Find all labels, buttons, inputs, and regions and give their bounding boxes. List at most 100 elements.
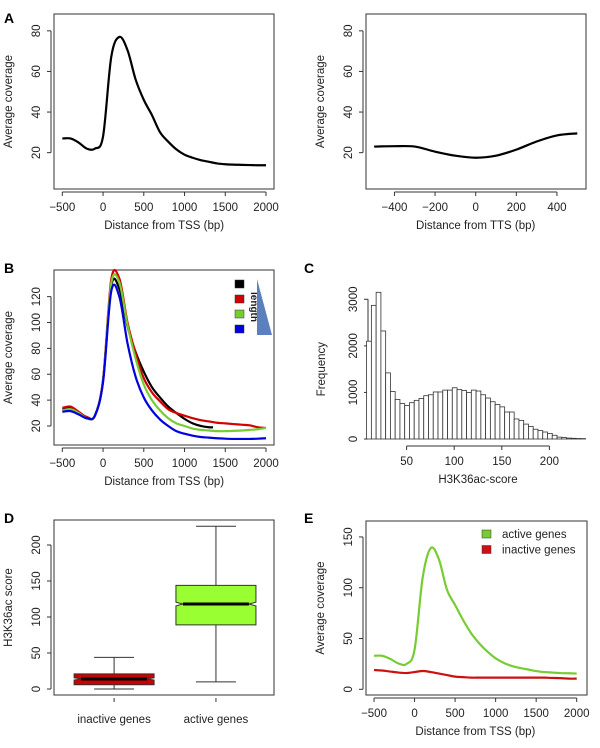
histogram-bar [466,392,472,440]
histogram-bar [375,291,382,440]
y-tick-label: 0 [348,436,360,442]
x-tick-label: 500 [446,708,465,720]
histogram-bar [542,431,548,440]
x-tick-label: −200 [422,202,448,214]
histogram-bar [528,426,534,440]
x-tick-label: 1000 [172,458,198,470]
x-tick-label: 0 [100,458,106,470]
histogram-bar [404,405,410,440]
x-tick-label: 1500 [523,708,549,720]
panel-3: C 0 1000 2000 3000 Frequency 50 100 150 200 H3K36a… [304,260,586,486]
x-tick-label: 100 [445,456,464,468]
x-tick-label: 200 [540,456,559,468]
histogram-bar [537,430,544,440]
x-axis-label: Distance from TTS (bp) [416,220,535,232]
legend-label: length [248,292,259,322]
histogram-bar [556,436,563,440]
histogram-bar [518,419,525,440]
y-tick-label: 80 [31,24,43,37]
histogram-bar [385,372,391,440]
y-tick-label: 80 [31,342,43,355]
legend-swatch [234,324,245,334]
histogram-bar [418,398,425,440]
y-tick-label: 100 [31,313,43,332]
y-tick-label: 40 [31,394,43,407]
series-line-0 [62,35,267,167]
x-tick-label: 2000 [253,202,279,214]
histogram-bar [475,390,482,440]
histogram-bar [547,433,553,440]
plot-frame [53,13,275,190]
panel-label: A [4,10,14,26]
y-tick-label: 50 [343,632,355,645]
y-tick-label: 100 [343,578,355,597]
histogram-bar [504,411,510,440]
length-gradient-triangle [257,279,272,335]
x-tick-label: 50 [400,456,413,468]
histogram-bar [394,399,401,440]
histogram-bar [561,437,567,440]
series-line-inactive-genes [373,668,577,680]
y-tick-label: 60 [31,368,43,381]
histogram-bar [442,389,448,440]
series-line-0 [62,277,214,429]
histogram-bar [494,404,501,440]
y-tick-label: 20 [31,146,43,159]
y-tick-label: 150 [31,571,43,590]
series-line-0 [374,132,578,159]
panel-4: D 0 50 100 150 200 H3K36ac score inactive genes… [3,510,275,726]
histogram-bar [489,401,496,440]
panel-0: A 20 40 60 80 Average coverage −500 0 500 1000 150… [3,10,279,232]
legend-swatch [234,294,245,304]
panel-label: E [304,510,313,526]
y-tick-label: 200 [31,535,43,554]
y-axis-label: Average coverage [315,55,327,148]
x-category-label: inactive genes [77,714,151,726]
x-tick-label: −500 [361,708,387,720]
histogram-bar [399,403,406,440]
y-tick-label: 60 [31,65,43,78]
x-tick-label: 0 [472,202,478,214]
histogram-bar [437,391,444,440]
x-tick-label: 2000 [253,458,279,470]
legend-swatch [481,529,492,539]
panel-label: C [304,260,314,276]
x-tick-label: 1000 [172,202,198,214]
histogram-bar [499,406,506,440]
x-tick-label: 1500 [212,202,238,214]
panel-1: 20 40 60 80 Average coverage −400 −200 0 200 400 D… [315,13,587,232]
histogram-bar [509,411,515,440]
plot-frame [365,13,587,190]
panel-label: B [4,260,14,276]
x-category-label: active genes [184,714,249,726]
y-axis-label: Frequency [316,342,328,397]
histogram-bar [485,397,491,440]
y-tick-label: 40 [31,106,43,119]
x-tick-label: 0 [100,202,106,214]
histogram-bar [390,391,396,440]
histogram-bar [447,389,453,440]
y-tick-label: 20 [31,420,43,433]
x-axis-label: Distance from TSS (bp) [415,726,535,738]
y-axis-label: Average coverage [3,311,15,404]
legend-swatch [234,309,245,319]
series-line-active-genes [373,546,577,675]
histogram-bar [428,394,434,440]
plot-frame [53,519,275,696]
histogram-bar [413,399,420,440]
y-tick-label: 40 [343,106,355,119]
x-tick-label: 0 [411,708,417,720]
x-tick-label: 500 [134,202,153,214]
x-tick-label: 1500 [212,458,238,470]
series-line-3 [62,283,267,441]
panel-label: D [4,510,14,526]
histogram-bar [551,434,558,440]
histogram-bar [470,389,477,440]
legend-swatch [234,279,245,289]
x-tick-label: −500 [49,202,75,214]
y-tick-label: 1000 [348,380,360,406]
histogram-bar [432,391,439,440]
legend-swatch [481,545,492,554]
x-axis-label: Distance from TSS (bp) [104,220,224,232]
